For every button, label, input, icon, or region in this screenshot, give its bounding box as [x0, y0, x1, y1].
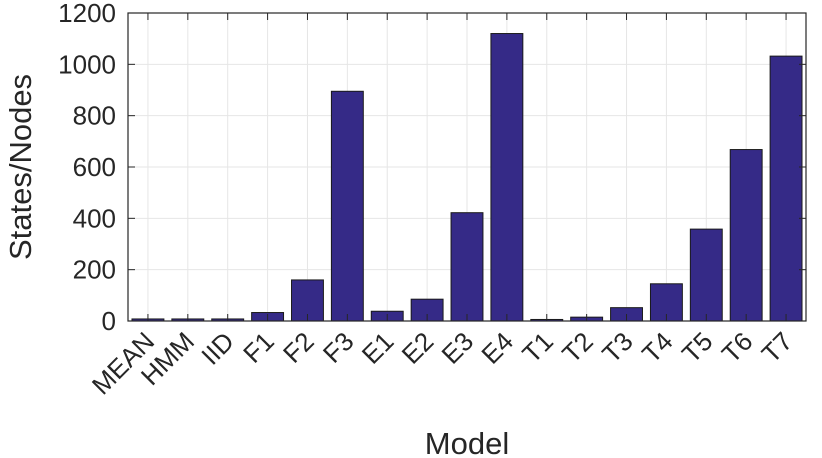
y-tick-label: 1200 — [58, 0, 116, 28]
x-tick-label: F3 — [317, 326, 360, 369]
bar-e3 — [450, 212, 484, 322]
x-tick-label: E2 — [396, 326, 440, 370]
bars — [131, 33, 803, 322]
y-axis-ticks: 0 200 400 600 800 1000 1200 — [58, 0, 806, 336]
y-tick-label: 400 — [73, 203, 116, 233]
x-tick-label: T7 — [756, 326, 799, 369]
x-tick-label: T1 — [516, 326, 559, 369]
x-tick-label: T5 — [676, 326, 719, 369]
x-tick-label: E1 — [356, 326, 400, 370]
x-tick-label: IID — [195, 326, 240, 371]
y-axis-label: States/Nodes — [3, 74, 38, 260]
bar-t6 — [729, 149, 763, 322]
x-tick-label: T2 — [556, 326, 599, 369]
x-tick-label: E3 — [436, 326, 480, 370]
x-tick-label: T3 — [596, 326, 639, 369]
x-tick-label: T4 — [636, 326, 679, 369]
bar-t5 — [689, 228, 723, 322]
bar-t7 — [769, 55, 803, 322]
x-tick-label: F2 — [277, 326, 320, 369]
bar-e4 — [490, 33, 524, 322]
y-tick-label: 1000 — [58, 49, 116, 79]
y-tick-label: 600 — [73, 152, 116, 182]
x-axis-label: Model — [425, 426, 509, 458]
x-tick-label: T6 — [716, 326, 759, 369]
y-tick-label: 0 — [102, 306, 116, 336]
x-tick-label: F1 — [237, 326, 280, 369]
y-tick-label: 200 — [73, 255, 116, 285]
y-tick-label: 800 — [73, 101, 116, 131]
bar-f3 — [330, 90, 364, 322]
x-tick-label: E4 — [475, 326, 519, 370]
